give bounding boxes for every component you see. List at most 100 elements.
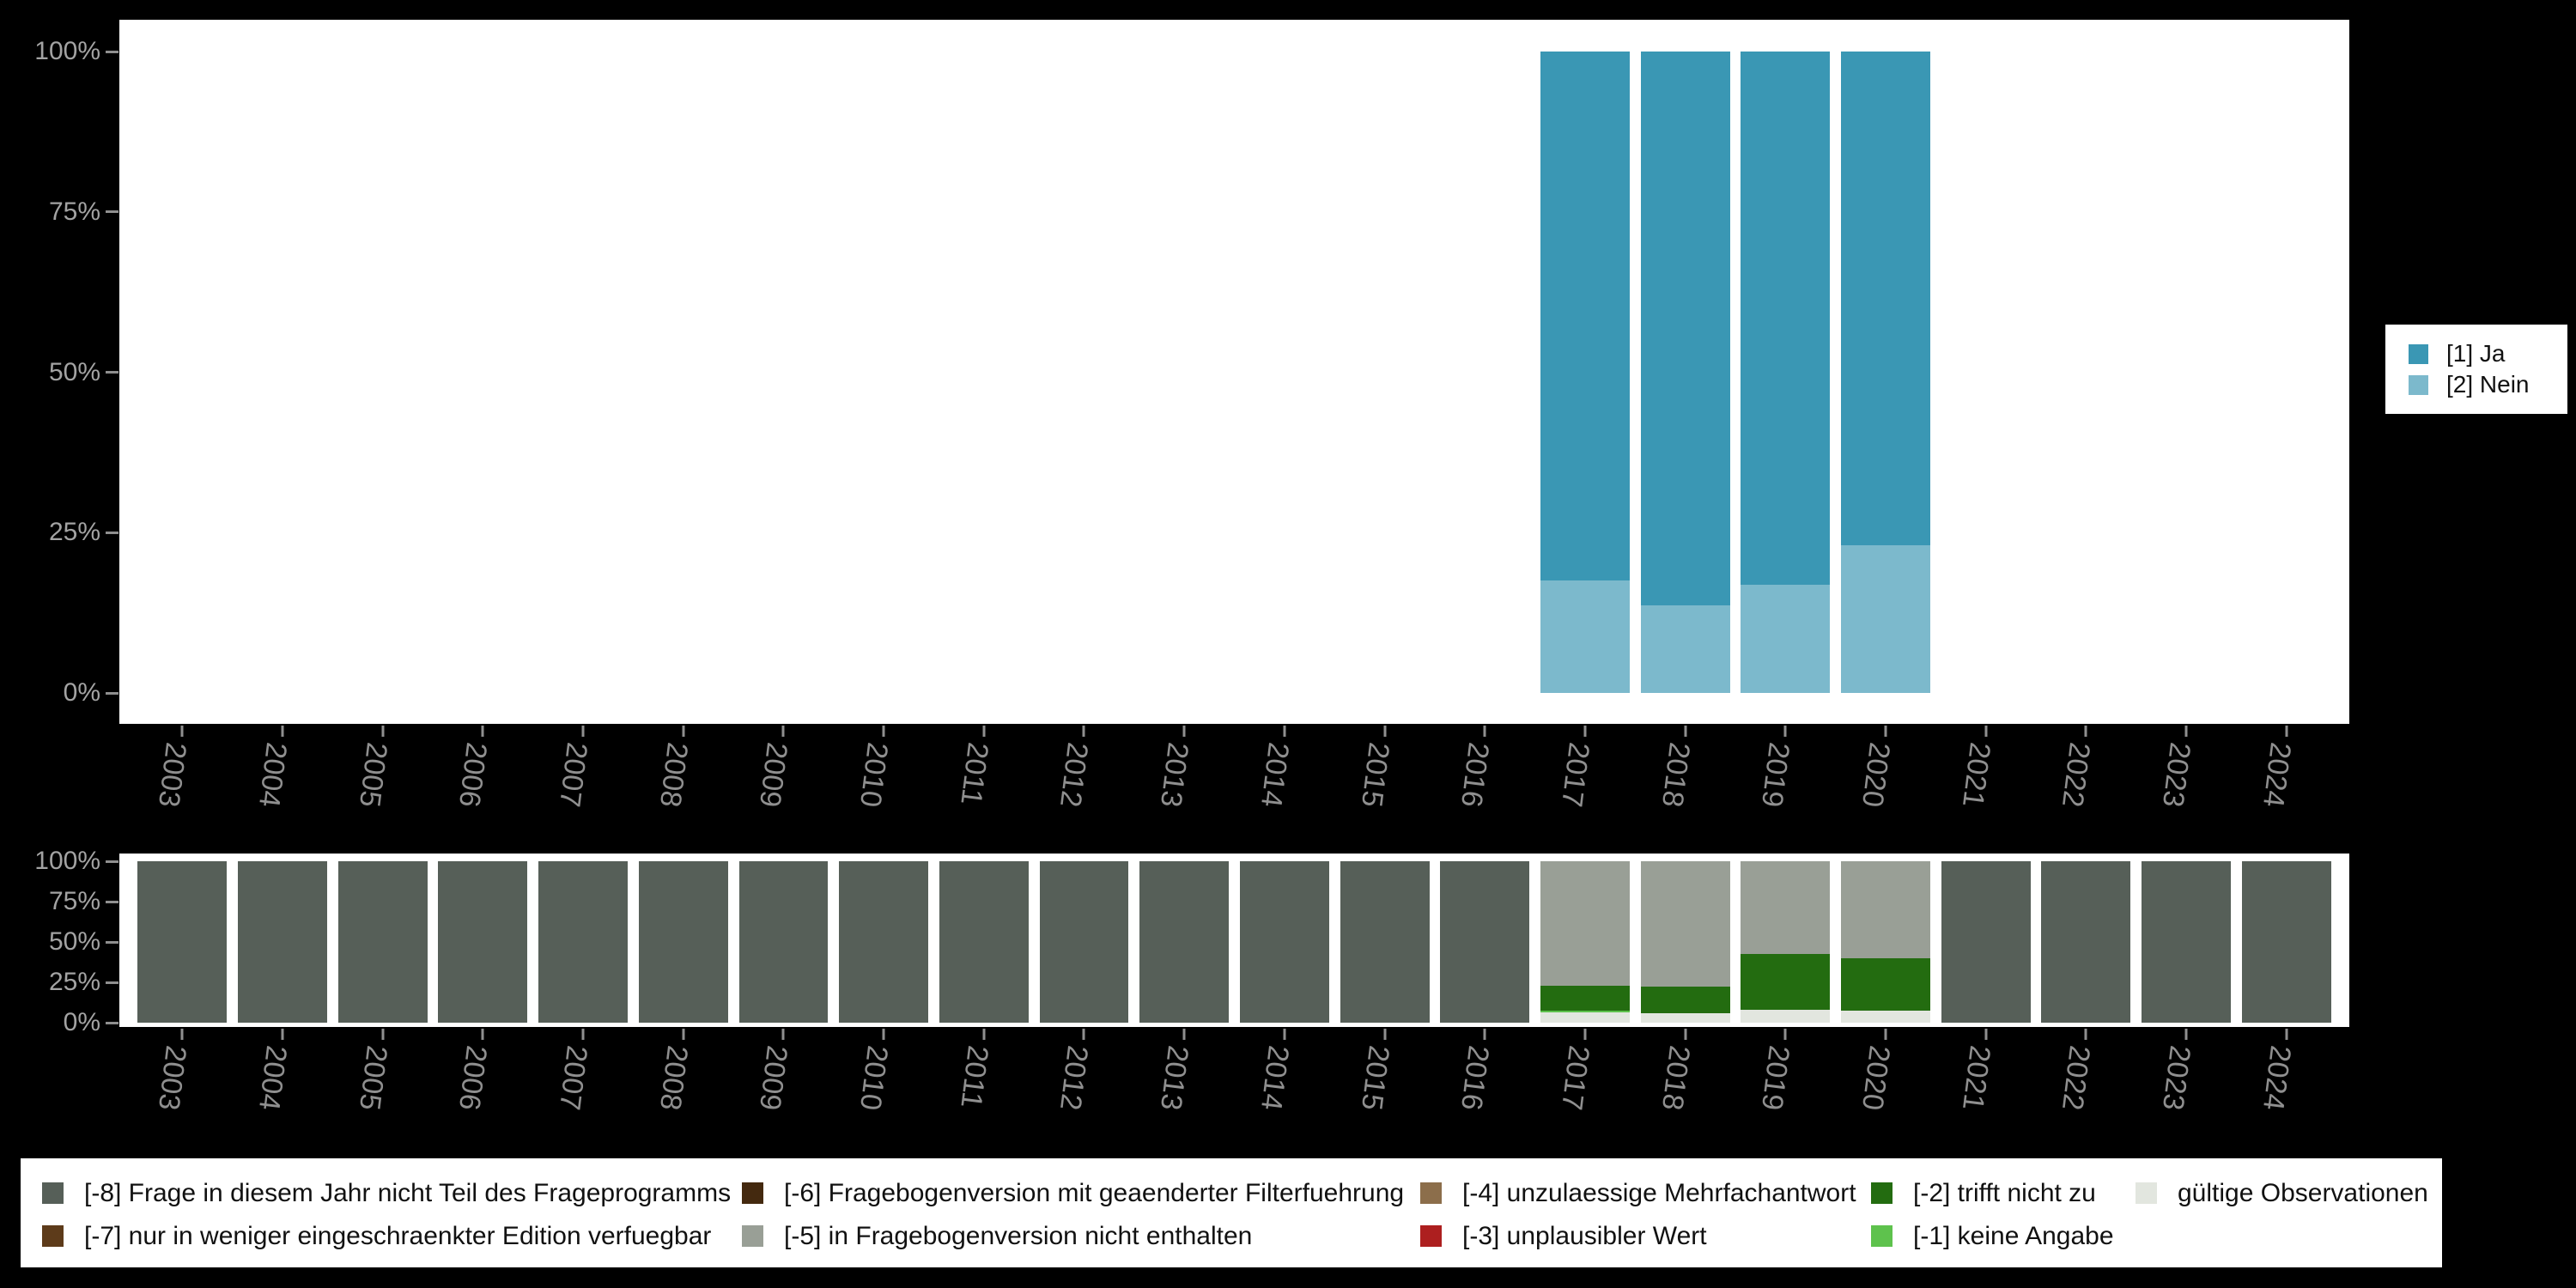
year-label: 2006 [453, 740, 494, 810]
legend-label: [-1] keine Angabe [1913, 1221, 2114, 1250]
bar-segment[interactable] [1741, 1009, 1831, 1023]
bar-segment[interactable] [1440, 861, 1530, 1023]
year-column-2022 [2036, 52, 2136, 693]
x-tick [1082, 726, 1085, 737]
stacked-bar-2016 [1440, 861, 1530, 1023]
m4-swatch [1420, 1182, 1442, 1204]
stacked-bar-2003 [137, 861, 228, 1023]
bar-segment[interactable] [438, 861, 528, 1023]
bar-segment[interactable] [1139, 861, 1230, 1023]
bar-segment[interactable] [2241, 861, 2331, 1023]
year-column-2008 [633, 861, 733, 1023]
bar-segment[interactable] [2041, 861, 2131, 1023]
m8-swatch [42, 1182, 64, 1204]
bar-segment[interactable] [1540, 1010, 1630, 1012]
x-tick [682, 726, 685, 737]
x-tick [982, 1029, 986, 1040]
year-column-2004 [233, 861, 333, 1023]
bar-segment[interactable] [1640, 605, 1730, 693]
year-column-2022 [2036, 861, 2136, 1023]
m3-swatch [1420, 1225, 1442, 1247]
year-column-2003 [132, 52, 233, 693]
bar-segment[interactable] [1039, 861, 1129, 1023]
values-x-axis: 2003 2004 2005 2006 2007 2008 2009 2010 2011 2012… [132, 726, 2336, 854]
bar-segment[interactable] [1340, 861, 1430, 1023]
x-tick [381, 726, 385, 737]
valid-swatch [2136, 1182, 2157, 1204]
x-tick [781, 726, 785, 737]
bar-segment[interactable] [1841, 861, 1930, 958]
bar-segment[interactable] [1540, 580, 1630, 693]
bar-segment[interactable] [337, 861, 428, 1023]
bar-segment[interactable] [1640, 1012, 1730, 1023]
x-tick [2285, 1029, 2288, 1040]
year-label: 2009 [753, 740, 794, 810]
year-label: 2006 [453, 1043, 494, 1113]
x-tick [180, 726, 184, 737]
bar-segment[interactable] [1540, 861, 1630, 986]
year-column-2005 [332, 52, 433, 693]
year-column-2008 [633, 52, 733, 693]
x-tick [1483, 1029, 1486, 1040]
bar-segment[interactable] [1741, 52, 1831, 585]
year-label: 2004 [252, 1043, 294, 1113]
bar-segment[interactable] [1640, 52, 1730, 605]
year-column-2015 [1334, 861, 1435, 1023]
x-tick [982, 726, 986, 737]
bar-segment[interactable] [638, 861, 728, 1023]
bar-segment[interactable] [1941, 861, 2031, 1023]
legend-item-nein: [2] Nein [2409, 371, 2567, 398]
legend-label: gültige Observationen [2178, 1178, 2428, 1207]
legend-label: [-5] in Fragebogenversion nicht enthalte… [784, 1221, 1253, 1250]
stacked-bar-2022 [2041, 861, 2131, 1023]
legend-item: [-5] in Fragebogenversion nicht enthalte… [742, 1222, 1404, 1250]
x-tick [1783, 1029, 1787, 1040]
stacked-bar-2008 [638, 861, 728, 1023]
legend-item: [-3] unplausibler Wert [1420, 1222, 1856, 1250]
year-column-2019 [1735, 52, 1836, 693]
year-label: 2008 [653, 1043, 694, 1113]
y-tick [106, 531, 118, 534]
bar-segment[interactable] [939, 861, 1029, 1023]
bar-segment[interactable] [1841, 52, 1930, 546]
bar-segment[interactable] [1741, 861, 1831, 955]
x-tick [882, 726, 885, 737]
year-label: 2023 [2156, 740, 2196, 810]
year-column-2011 [934, 52, 1035, 693]
legend-label: [1] Ja [2446, 340, 2506, 367]
bar-segment[interactable] [1540, 1012, 1630, 1023]
bar-segment[interactable] [1841, 957, 1930, 1011]
year-label: 2021 [1955, 740, 1996, 810]
bar-segment[interactable] [137, 861, 228, 1023]
legend-label: [-2] trifft nicht zu [1913, 1178, 2096, 1207]
bar-segment[interactable] [1239, 861, 1329, 1023]
year-column-2003 [132, 861, 233, 1023]
bar-segment[interactable] [238, 861, 327, 1023]
x-tick [1984, 1029, 1988, 1040]
missing-legend-column-5: gültige Observationen [2136, 1179, 2428, 1207]
year-column-2017 [1535, 861, 1636, 1023]
bar-segment[interactable] [2142, 861, 2232, 1023]
missings-legend: [-8] Frage in diesem Jahr nicht Teil des… [21, 1158, 2442, 1267]
bar-segment[interactable] [538, 861, 629, 1023]
bar-segment[interactable] [1640, 986, 1730, 1013]
legend-item: [-1] keine Angabe [1871, 1222, 2114, 1250]
bar-segment[interactable] [839, 861, 929, 1023]
x-tick [281, 726, 284, 737]
bar-segment[interactable] [738, 861, 829, 1023]
bar-segment[interactable] [1841, 545, 1930, 693]
missing-legend-column-3: [-4] unzulaessige Mehrfachantwort [-3] un… [1420, 1179, 1856, 1250]
bar-segment[interactable] [1540, 52, 1630, 581]
y-tick-label: 0% [63, 678, 100, 707]
stacked-bar-2014 [1239, 861, 1329, 1023]
bar-segment[interactable] [1841, 1010, 1930, 1023]
bar-segment[interactable] [1540, 985, 1630, 1011]
y-tick [106, 900, 118, 903]
bar-segment[interactable] [1640, 861, 1730, 987]
bar-segment[interactable] [1741, 584, 1831, 693]
year-column-2012 [1034, 52, 1134, 693]
y-tick [106, 860, 118, 863]
bar-segment[interactable] [1741, 954, 1831, 1010]
year-label: 2012 [1054, 1043, 1095, 1113]
stacked-bar-2009 [738, 861, 829, 1023]
